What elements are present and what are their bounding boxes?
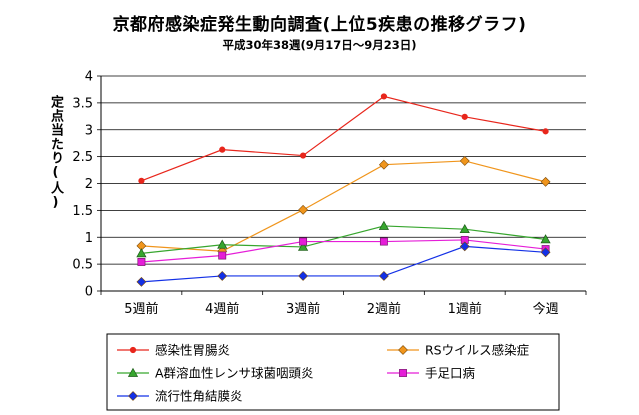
legend-marker xyxy=(127,367,139,377)
data-point xyxy=(459,156,470,166)
y-axis-label: 定点当たり(人) xyxy=(48,95,63,211)
y-tick-label: 3 xyxy=(85,123,93,138)
y-tick-label: 1 xyxy=(85,231,93,246)
y-tick-label: 3.5 xyxy=(72,96,93,111)
series-line xyxy=(141,95,546,182)
legend-label: A群溶血性レンサ球菌咽頭炎 xyxy=(155,366,314,381)
series-line xyxy=(141,225,546,254)
data-point xyxy=(298,204,309,215)
legend-label: 感染性胃腸炎 xyxy=(155,343,230,358)
series-line xyxy=(141,239,546,263)
legend-box xyxy=(106,333,560,411)
legend-marker xyxy=(128,391,138,401)
data-point xyxy=(217,239,228,249)
data-point xyxy=(136,248,147,258)
y-tick-label: 2.5 xyxy=(72,150,93,165)
x-tick-label: 3週前 xyxy=(286,301,320,317)
data-point xyxy=(219,146,226,153)
x-tick-label: 今週 xyxy=(533,301,559,317)
series-line xyxy=(141,245,546,283)
legend-label: 流行性角結膜炎 xyxy=(155,389,243,404)
data-point xyxy=(378,271,389,281)
data-point xyxy=(217,271,228,281)
data-point xyxy=(540,176,551,187)
data-point xyxy=(299,237,308,246)
y-tick-label: 0.5 xyxy=(72,258,93,273)
data-point xyxy=(299,152,307,159)
data-point xyxy=(380,93,388,100)
x-tick-label: 1週前 xyxy=(448,301,482,317)
legend-label: RSウイルス感染症 xyxy=(425,343,529,358)
data-point xyxy=(461,113,468,120)
legend-label: 手足口病 xyxy=(425,366,475,381)
legend-marker xyxy=(129,346,137,354)
data-point xyxy=(297,241,309,251)
data-point xyxy=(459,223,470,234)
chart-title: 京都府感染症発生動向調査(上位5疾患の推移グラフ) xyxy=(112,15,527,35)
legend-marker xyxy=(398,345,408,355)
legend-marker xyxy=(399,369,407,377)
chart-subtitle: 平成30年38週(9月17日～9月23日) xyxy=(222,38,417,52)
x-tick-label: 2週前 xyxy=(367,301,401,317)
data-point xyxy=(378,159,389,170)
data-point xyxy=(298,271,309,281)
data-point xyxy=(379,237,388,246)
series-line xyxy=(141,160,546,252)
data-point xyxy=(459,241,470,252)
data-point xyxy=(540,247,551,258)
y-tick-label: 1.5 xyxy=(72,204,93,219)
data-point xyxy=(218,251,227,260)
data-point xyxy=(138,177,145,184)
data-point xyxy=(540,234,551,244)
data-point xyxy=(542,128,549,135)
y-tick-label: 2 xyxy=(85,177,93,192)
y-tick-label: 0 xyxy=(85,285,93,300)
x-tick-label: 4週前 xyxy=(205,301,239,317)
data-point xyxy=(378,220,390,230)
data-point xyxy=(136,276,147,287)
data-point xyxy=(137,258,146,266)
y-tick-label: 4 xyxy=(85,70,93,85)
x-tick-label: 5週前 xyxy=(124,301,158,317)
